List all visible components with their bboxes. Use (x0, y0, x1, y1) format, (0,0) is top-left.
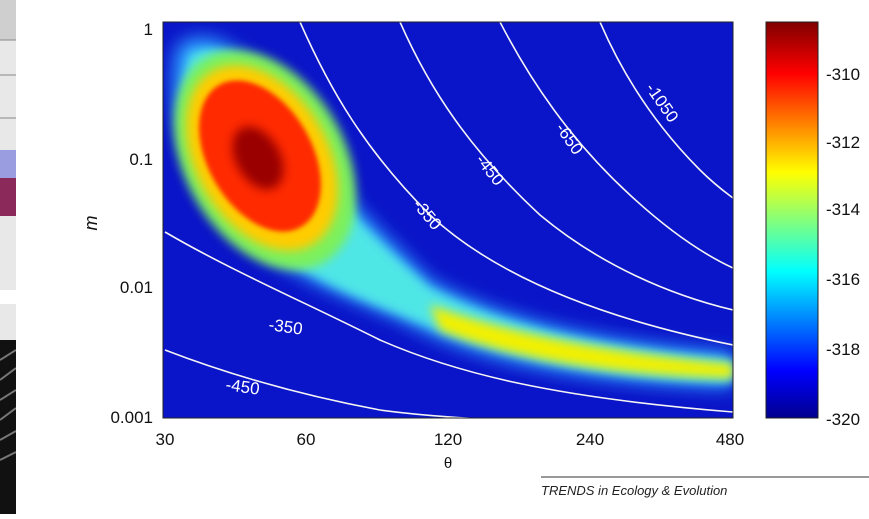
y-tick-label: 1 (144, 20, 153, 39)
contour-line (599, 22, 733, 199)
y-axis-label: m (81, 216, 101, 231)
x-axis: 30 60 120 240 480 (156, 430, 745, 449)
y-axis: 1 0.1 0.01 0.001 (110, 20, 153, 427)
x-tick-label: 60 (297, 430, 316, 449)
plot-frame (162, 21, 734, 419)
figure-credit: TRENDS in Ecology & Evolution (541, 483, 728, 498)
heatmap-field (164, 22, 733, 418)
y-tick-label: 0.1 (129, 150, 153, 169)
x-tick-label: 480 (716, 430, 744, 449)
contour-line (399, 22, 733, 311)
y-tick-label: 0.01 (120, 278, 153, 297)
contour-line (164, 349, 481, 418)
x-tick-label: 30 (156, 430, 175, 449)
x-tick-label: 120 (434, 430, 462, 449)
colorbar-tick-label: -312 (826, 133, 860, 152)
peak-dark-core (232, 126, 284, 190)
colorbar-tick-label: -320 (826, 410, 860, 429)
contour-line (164, 231, 733, 413)
contour-label: -350 (267, 315, 303, 339)
y-tick-label: 0.001 (110, 408, 153, 427)
colorbar-ticks: -310 -312 -314 -316 -318 -320 (826, 65, 860, 429)
colorbar-tick-label: -316 (826, 270, 860, 289)
contour-label: -450 (224, 375, 260, 399)
ridge-tail-yellow (430, 305, 733, 378)
colorbar (765, 21, 819, 419)
colorbar-tick-label: -310 (826, 65, 860, 84)
contour-lines (164, 22, 733, 418)
contour-line (299, 22, 733, 346)
colorbar-tick-label: -314 (826, 200, 860, 219)
x-axis-label: θ (444, 455, 452, 472)
adjacent-slide-fragment (0, 0, 17, 514)
contour-line (499, 22, 733, 269)
x-tick-label: 240 (576, 430, 604, 449)
colorbar-tick-label: -318 (826, 340, 860, 359)
adjacent-slide-strip (0, 0, 17, 514)
